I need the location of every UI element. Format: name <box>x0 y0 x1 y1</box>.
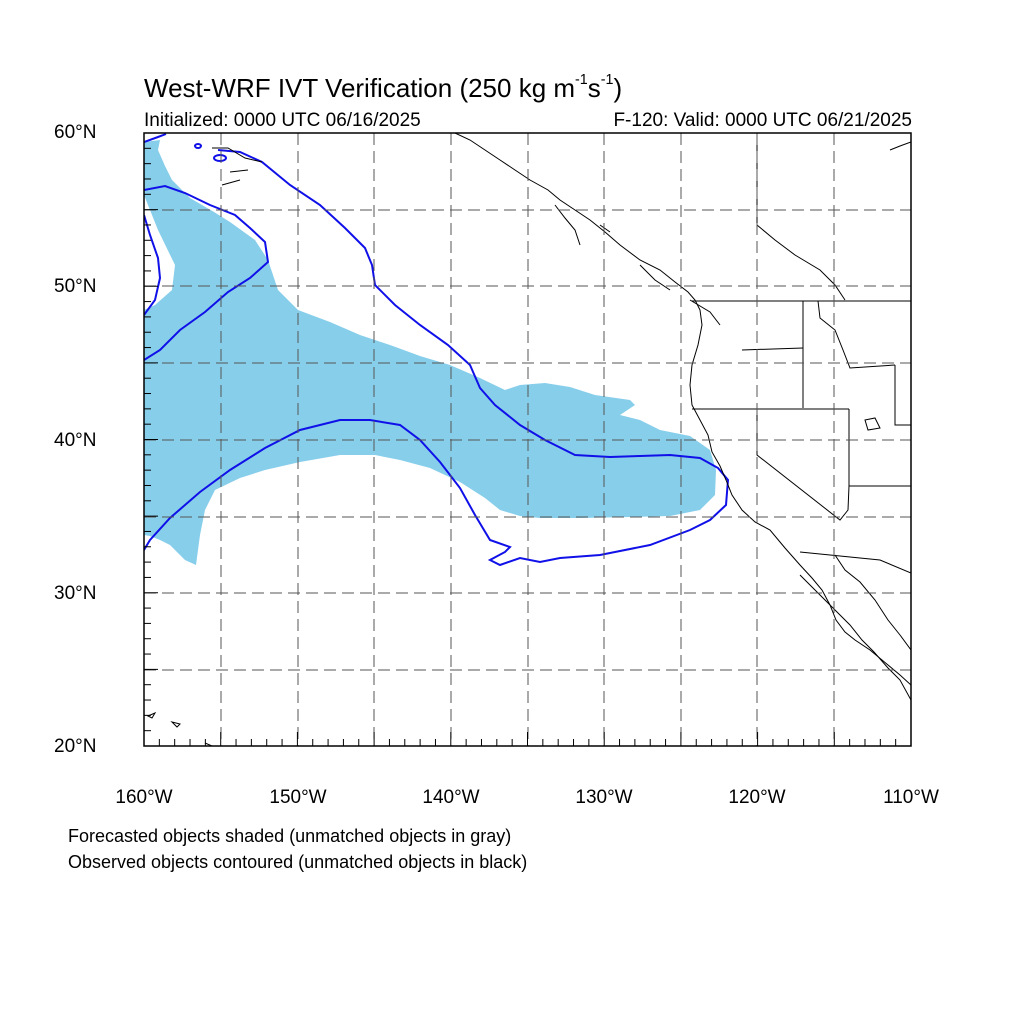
lon-label-130w: 130°W <box>575 787 633 808</box>
lon-label-120w: 120°W <box>728 787 786 808</box>
init-time-label: Initialized: 0000 UTC 06/16/2025 <box>144 110 421 131</box>
observed-contour-west <box>144 214 162 316</box>
observed-contour-main <box>144 184 270 361</box>
graticule <box>144 133 911 746</box>
baja-coast <box>799 574 911 701</box>
lat-label-40n: 40°N <box>54 430 97 451</box>
observed-contour-north <box>144 149 730 567</box>
lat-label-50n: 50°N <box>54 276 97 297</box>
observed-object-contours <box>144 133 730 567</box>
lon-label-150w: 150°W <box>269 787 327 808</box>
lon-label-160w: 160°W <box>115 787 173 808</box>
observed-contour-top <box>144 133 167 143</box>
lon-label-110w: 110°W <box>883 787 939 808</box>
hawaii-islands <box>146 711 213 746</box>
observed-caption: Observed objects contoured (unmatched ob… <box>68 852 528 872</box>
axis-ticks <box>143 132 912 747</box>
state-borders <box>692 133 911 574</box>
lat-label-60n: 60°N <box>54 122 97 143</box>
valid-time-label: F-120: Valid: 0000 UTC 06/21/2025 <box>613 110 912 131</box>
alaska-coast <box>454 133 911 686</box>
lon-label-140w: 140°W <box>422 787 480 808</box>
forecast-object-shaded <box>144 140 716 565</box>
alaska-islands <box>212 147 721 326</box>
lat-label-20n: 20°N <box>54 736 97 757</box>
coastlines <box>146 133 911 746</box>
gulf-california <box>834 554 911 651</box>
map-title: West-WRF IVT Verification (250 kg m-1s-1… <box>144 72 623 103</box>
lat-label-30n: 30°N <box>54 583 97 604</box>
bc-coast-top <box>889 141 911 151</box>
forecast-caption: Forecasted objects shaded (unmatched obj… <box>68 826 512 846</box>
